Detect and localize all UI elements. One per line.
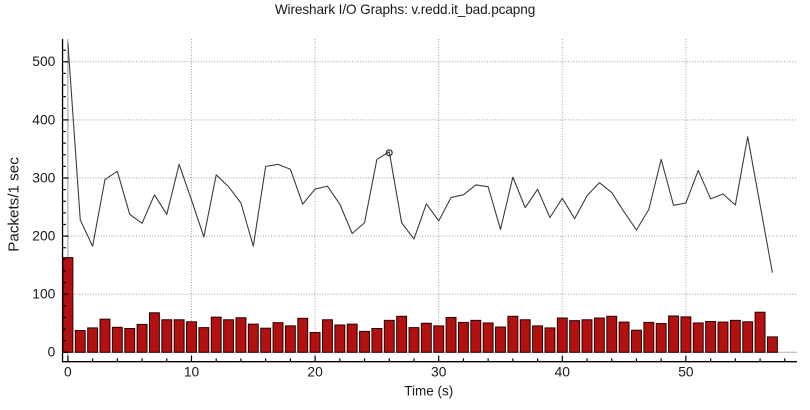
svg-text:0: 0 bbox=[48, 345, 56, 360]
svg-text:100: 100 bbox=[32, 287, 55, 302]
svg-text:500: 500 bbox=[32, 54, 55, 69]
svg-text:30: 30 bbox=[431, 365, 447, 380]
svg-text:50: 50 bbox=[678, 365, 694, 380]
svg-text:Time (s): Time (s) bbox=[404, 384, 453, 399]
svg-text:0: 0 bbox=[64, 365, 72, 380]
svg-text:300: 300 bbox=[32, 170, 55, 185]
svg-text:20: 20 bbox=[307, 365, 323, 380]
svg-text:40: 40 bbox=[555, 365, 571, 380]
svg-text:400: 400 bbox=[32, 112, 55, 127]
svg-text:200: 200 bbox=[32, 229, 55, 244]
svg-text:Wireshark I/O Graphs: v.redd.i: Wireshark I/O Graphs: v.redd.it_bad.pcap… bbox=[275, 2, 535, 17]
svg-text:10: 10 bbox=[184, 365, 200, 380]
svg-text:Packets/1 sec: Packets/1 sec bbox=[5, 157, 22, 252]
